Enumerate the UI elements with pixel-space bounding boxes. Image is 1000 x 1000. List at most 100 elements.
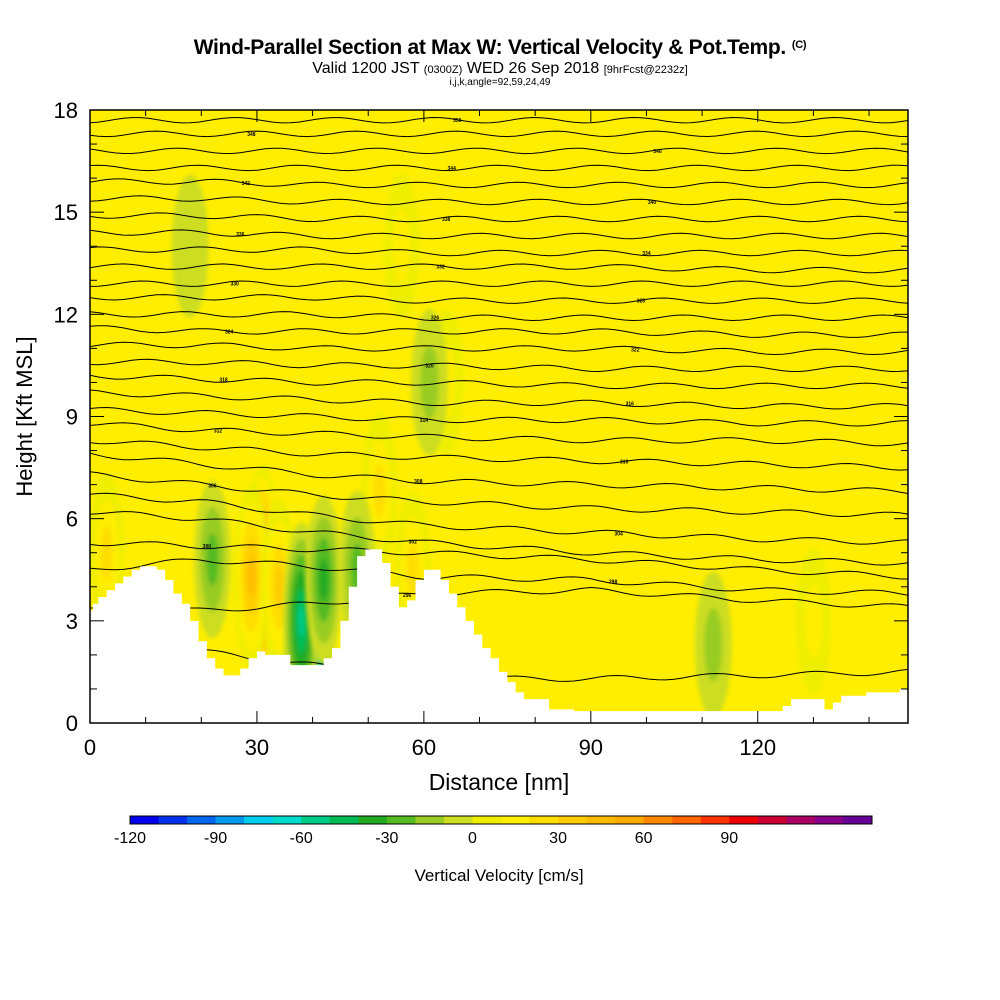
x-tick-label: 60 <box>412 735 436 760</box>
valid-time-zulu: (0300Z) <box>423 64 463 76</box>
colorbar-tick-label: -30 <box>375 830 398 847</box>
theta-contour-label: 334 <box>642 251 651 257</box>
theta-contour-label: 322 <box>631 347 640 353</box>
theta-contour-label: 300 <box>203 544 212 550</box>
y-tick-label: 0 <box>66 711 78 736</box>
colorbar-swatch <box>272 816 302 824</box>
x-tick-label: 0 <box>84 735 96 760</box>
theta-contour-label: 304 <box>614 531 623 537</box>
theta-contour-label: 340 <box>648 200 657 206</box>
colorbar-swatch <box>244 816 273 824</box>
theta-contour-label: 320 <box>425 364 434 370</box>
w-band <box>100 526 113 580</box>
theta-contour-340 <box>90 195 908 206</box>
grid-params: i,j,k,angle=92,59,24,49 <box>449 77 551 88</box>
colorbar-frame <box>129 815 873 825</box>
y-tick-label: 12 <box>54 302 78 327</box>
copyright-mark: (C) <box>791 39 807 51</box>
colorbar-swatch <box>472 816 502 824</box>
colorbar-swatch <box>757 816 787 824</box>
theta-contour-344 <box>90 164 908 172</box>
x-tick-label: 30 <box>245 735 269 760</box>
theta-contour-label: 346 <box>653 149 662 155</box>
theta-contour-label: 344 <box>448 166 457 172</box>
colorbar-swatch <box>786 816 816 824</box>
w-band <box>420 345 439 420</box>
colorbar-tick-label: 90 <box>720 830 738 847</box>
colorbar-swatch <box>130 816 159 824</box>
colorbar-swatch <box>529 816 559 824</box>
theta-contour-label: 326 <box>431 316 440 322</box>
chart-title: Wind-Parallel Section at Max W: Vertical… <box>0 36 1000 60</box>
theta-contour-324 <box>90 325 908 338</box>
theta-contour-label: 338 <box>442 217 451 223</box>
colorbar-swatch <box>501 816 530 824</box>
w-cell-updraft-1 <box>233 483 270 670</box>
forecast-info: [9hrFcst@2232z] <box>603 64 688 76</box>
theta-contour-label: 316 <box>626 402 635 408</box>
w-band <box>171 174 209 318</box>
colorbar: -120 -90 -60 -30 0 30 60 90 Vertical Velocity [c… <box>114 815 873 885</box>
colorbar-tick-label: 30 <box>549 830 567 847</box>
theta-contour-342 <box>90 178 908 189</box>
theta-contour-346 <box>90 147 908 155</box>
colorbar-swatch <box>443 816 473 824</box>
colorbar-tick-label: -90 <box>204 830 227 847</box>
theta-contour-322 <box>90 341 908 356</box>
theta-contour-label: 298 <box>609 579 618 585</box>
y-tick-label: 9 <box>66 405 78 430</box>
colorbar-swatch <box>301 816 331 824</box>
colorbar-tick-label: 60 <box>635 830 653 847</box>
valid-date: WED 26 Sep 2018 <box>466 60 600 77</box>
w-band <box>804 584 823 658</box>
theta-contour-314 <box>90 406 908 427</box>
chart-title-text: Wind-Parallel Section at Max W: Vertical… <box>193 36 787 59</box>
colorbar-swatch <box>672 816 702 824</box>
colorbar-swatch <box>187 816 216 824</box>
theta-contour-label: 308 <box>414 479 423 485</box>
theta-contour-label: 336 <box>236 232 245 238</box>
w-band <box>298 604 305 638</box>
chart-subtitle: Valid 1200 JST (0300Z) WED 26 Sep 2018 [… <box>0 60 1000 78</box>
theta-contour-312 <box>90 422 908 447</box>
theta-contour-300 <box>90 541 908 580</box>
colorbar-swatch <box>215 816 245 824</box>
w-band <box>373 465 386 518</box>
colorbar-swatch <box>329 816 359 824</box>
w-cell-updraft-8 <box>795 547 832 695</box>
theta-contour-336 <box>90 229 908 240</box>
theta-contour-label: 302 <box>409 539 418 545</box>
y-tick-label: 18 <box>54 98 78 123</box>
theta-contour-label: 342 <box>242 181 251 187</box>
colorbar-swatch <box>415 816 445 824</box>
colorbar-swatch <box>586 816 616 824</box>
theta-contour-302 <box>90 511 908 566</box>
potential-temperature-contours: 2942962983003023043063083103123143163183… <box>90 116 908 682</box>
colorbar-swatch <box>700 816 730 824</box>
w-band <box>704 608 723 682</box>
plot-background <box>90 110 908 723</box>
colorbar-swatch <box>643 816 673 824</box>
theta-contour-label: 332 <box>436 265 445 271</box>
colorbar-tick-label: -120 <box>114 830 146 847</box>
theta-contour-316 <box>90 389 908 410</box>
y-tick-label: 15 <box>54 200 78 225</box>
theta-contour-label: 328 <box>637 299 646 305</box>
colorbar-swatch <box>615 816 644 824</box>
theta-contour-304 <box>90 492 908 545</box>
theta-contour-326 <box>90 311 908 322</box>
plot-background-fill <box>90 110 908 723</box>
y-axis-label: Height [Kft MSL] <box>12 336 37 496</box>
x-tick-label: 120 <box>739 735 776 760</box>
colorbar-swatch <box>158 816 188 824</box>
colorbar-tick-label: 0 <box>468 830 477 847</box>
colorbar-swatch <box>729 816 759 824</box>
w-cell-downdraft-16 <box>694 571 732 718</box>
w-cell-updraft-6 <box>383 173 420 320</box>
theta-contour-label: 306 <box>208 484 217 490</box>
theta-contour-330 <box>90 280 908 287</box>
theta-contour-label: 310 <box>620 459 629 465</box>
theta-contour-306 <box>90 471 908 518</box>
w-cell-downdraft-11 <box>305 495 343 665</box>
w-band <box>247 557 255 596</box>
